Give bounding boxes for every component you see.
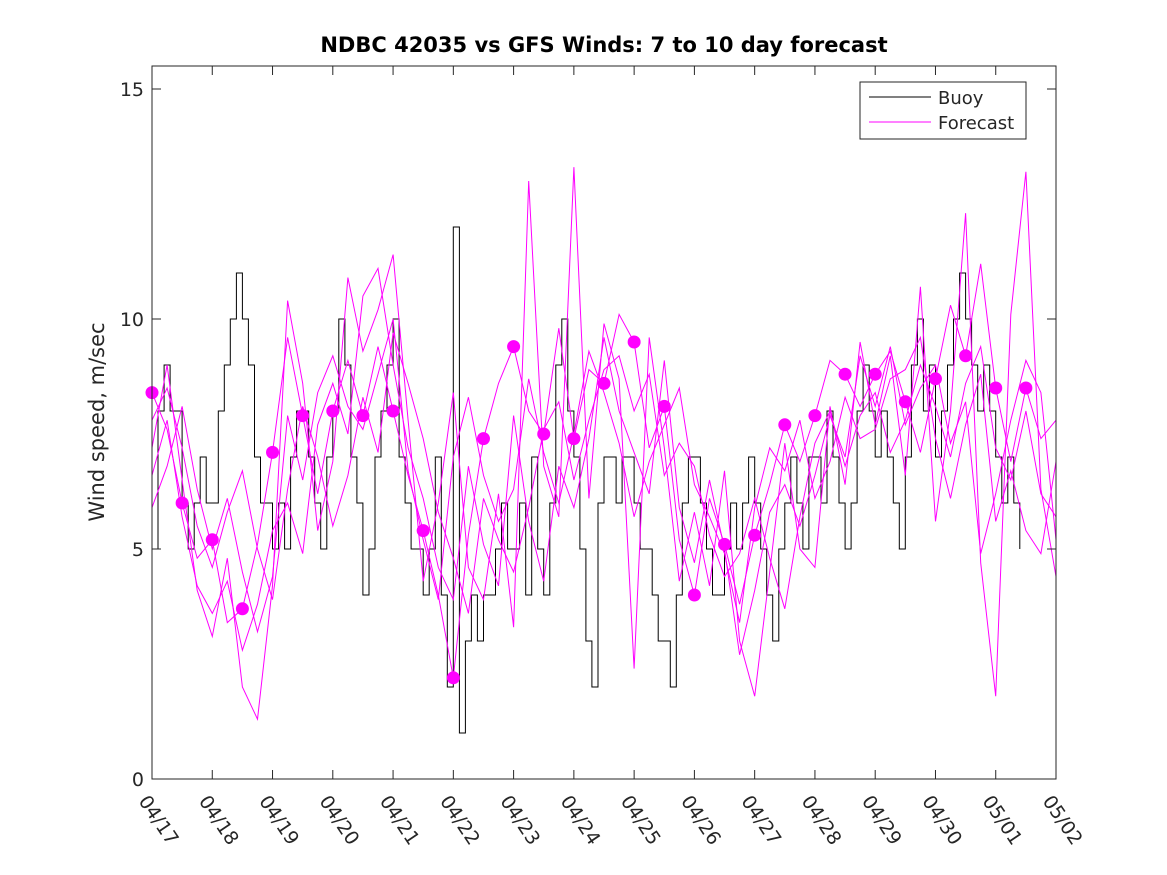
forecast-trace-5 — [151, 332, 1057, 614]
forecast-marker — [838, 367, 852, 381]
forecast-marker — [687, 588, 701, 602]
forecast-marker — [266, 445, 280, 459]
forecast-marker — [627, 335, 641, 349]
forecast-marker — [507, 340, 521, 354]
forecast-marker — [1019, 381, 1033, 395]
forecast-marker — [235, 602, 249, 616]
forecast-marker — [718, 537, 732, 551]
forecast-marker — [537, 427, 551, 441]
forecast-marker — [567, 432, 581, 446]
y-axis-label: Wind speed, m/sec — [85, 322, 109, 521]
forecast-marker — [657, 399, 671, 413]
forecast-marker — [205, 533, 219, 547]
forecast-marker — [989, 381, 1003, 395]
forecast-marker — [778, 418, 792, 432]
axes-box — [151, 65, 1057, 780]
forecast-marker — [808, 409, 822, 423]
forecast-trace-2 — [151, 167, 1057, 722]
forecast-marker — [386, 404, 400, 418]
forecast-marker — [928, 372, 942, 386]
y-axis: 0 5 10 15 — [120, 79, 1056, 791]
forecast-marker — [356, 409, 370, 423]
forecast-marker — [416, 524, 430, 538]
forecast-marker — [476, 432, 490, 446]
y-tick-label: 5 — [132, 539, 144, 561]
legend-label-forecast: Forecast — [938, 113, 1014, 134]
plot-background — [152, 66, 1056, 779]
forecast-marker — [748, 528, 762, 542]
forecast-marker — [296, 409, 310, 423]
y-tick-label: 0 — [132, 769, 144, 791]
forecast-marker — [868, 367, 882, 381]
y-tick-label: 10 — [120, 309, 144, 331]
forecast-markers — [145, 335, 1033, 685]
chart-title: NDBC 42035 vs GFS Winds: 7 to 10 day for… — [320, 33, 887, 57]
forecast-trace-4 — [151, 318, 1057, 634]
forecast-marker — [597, 376, 611, 390]
forecast-marker — [326, 404, 340, 418]
forecast-marker — [175, 496, 189, 510]
forecast-trace-3 — [151, 266, 1057, 655]
legend-box — [859, 81, 1027, 140]
y-tick-label: 15 — [120, 79, 144, 101]
legend: Buoy Forecast — [859, 81, 1027, 140]
plot-area — [152, 66, 1056, 779]
forecast-marker — [898, 395, 912, 409]
forecast-marker — [446, 671, 460, 685]
legend-label-buoy: Buoy — [938, 88, 984, 109]
forecast-marker — [959, 349, 973, 363]
